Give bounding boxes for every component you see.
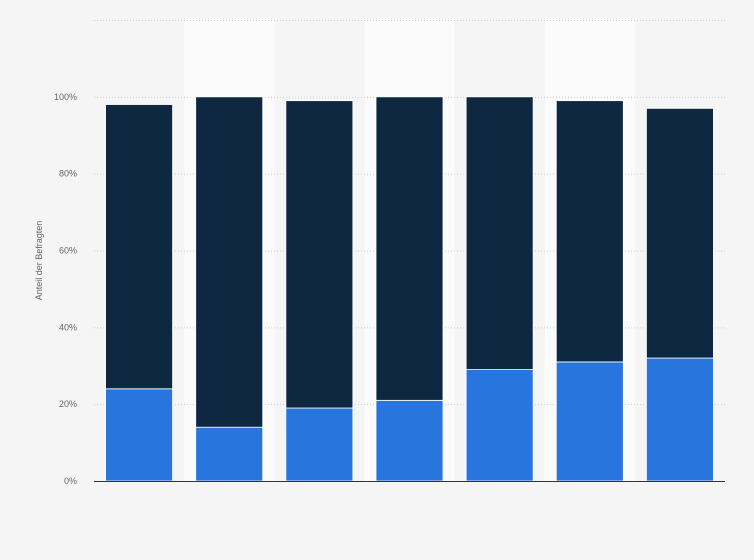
bar-4-series-2 bbox=[375, 96, 444, 401]
y-tick-label-60: 60% bbox=[59, 246, 77, 256]
bar-6-series-1 bbox=[555, 361, 624, 482]
bar-3-series-2 bbox=[285, 100, 354, 409]
y-axis-title: Anteil der Befragten bbox=[34, 221, 44, 301]
bar-7-series-1 bbox=[646, 357, 714, 482]
y-tick-label-40: 40% bbox=[59, 322, 77, 332]
bar-1-series-1 bbox=[105, 388, 173, 482]
bar-2-series-2 bbox=[195, 96, 264, 428]
bar-7-series-2 bbox=[646, 107, 714, 359]
bar-3-series-1 bbox=[285, 407, 354, 482]
y-tick-label-20: 20% bbox=[59, 399, 77, 409]
bar-1-series-2 bbox=[105, 104, 173, 390]
bars bbox=[105, 96, 714, 482]
y-tick-label-80: 80% bbox=[59, 169, 77, 179]
bar-5-series-2 bbox=[465, 96, 534, 370]
bar-5-series-1 bbox=[465, 369, 534, 482]
bar-2-series-1 bbox=[195, 426, 264, 482]
y-tick-label-0: 0% bbox=[64, 476, 77, 486]
bar-6-series-2 bbox=[555, 100, 624, 363]
y-axis-ticks: 0% 20% 40% 60% 80% 100% bbox=[54, 92, 77, 486]
bar-4-series-1 bbox=[375, 399, 444, 482]
y-tick-label-100: 100% bbox=[54, 92, 77, 102]
